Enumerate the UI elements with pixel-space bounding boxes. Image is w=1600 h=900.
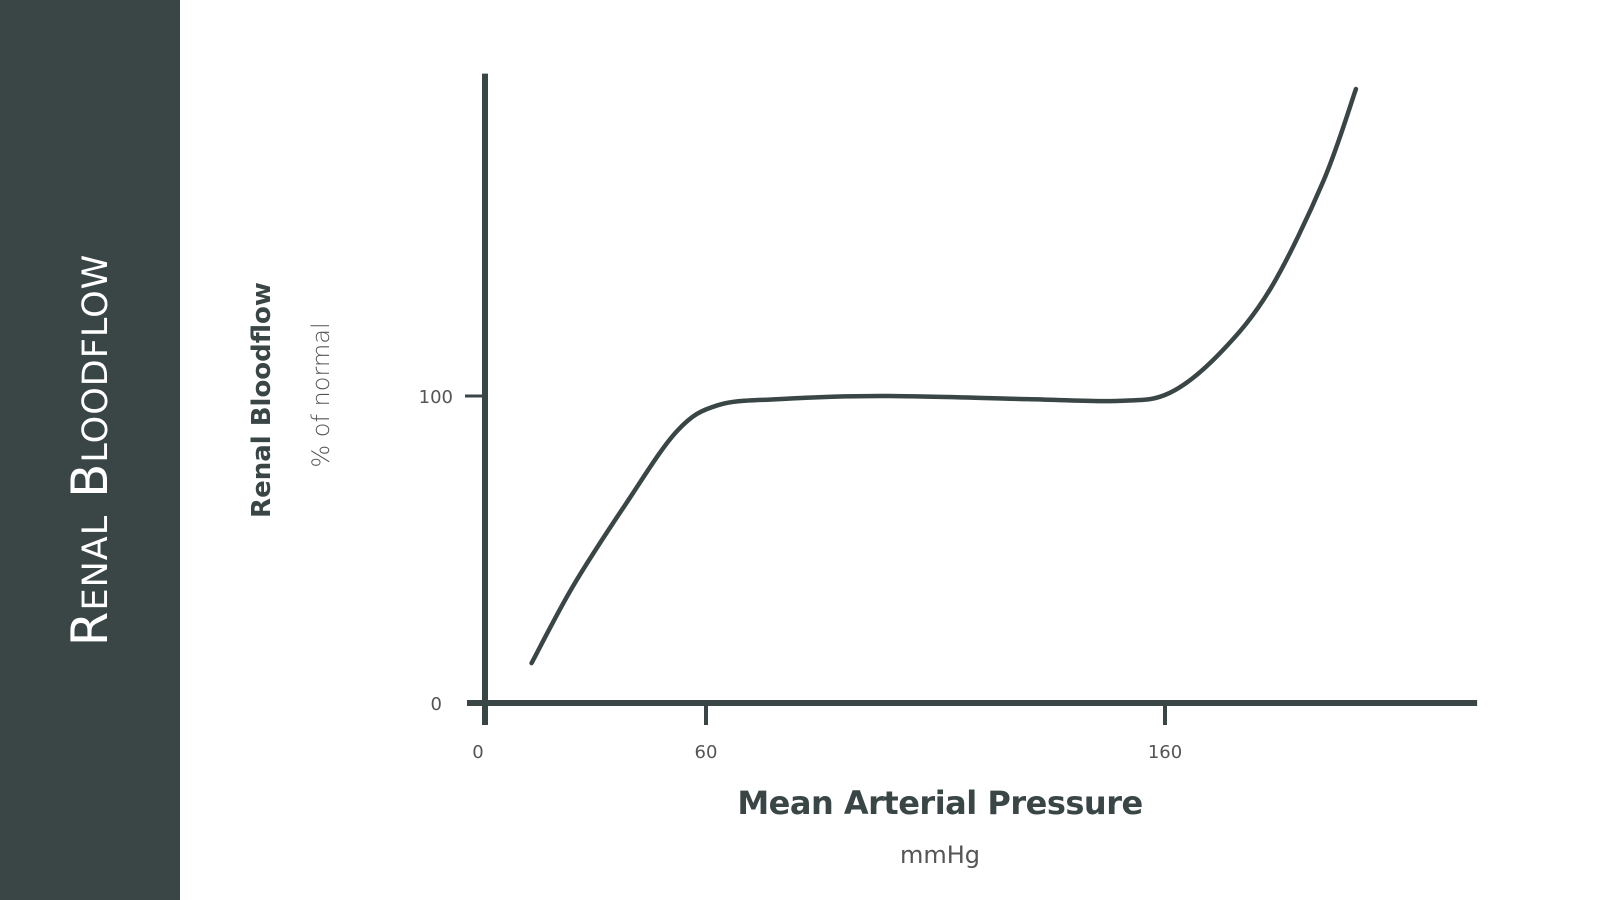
x-axis-label: Mean Arterial Pressure <box>737 784 1143 822</box>
sidebar: Renal Bloodflow <box>0 0 180 900</box>
y-tick-label: 0 <box>431 694 442 715</box>
y-axis-unit: % of normal <box>307 322 335 468</box>
y-axis-label: Renal Bloodflow <box>247 282 277 518</box>
x-tick-label: 160 <box>1148 742 1182 763</box>
x-tick-label: 60 <box>695 742 718 763</box>
x-axis-unit: mmHg <box>899 841 981 869</box>
x-tick-label: 0 <box>472 742 483 763</box>
series-line <box>529 86 1359 666</box>
y-tick-label: 100 <box>419 387 453 408</box>
